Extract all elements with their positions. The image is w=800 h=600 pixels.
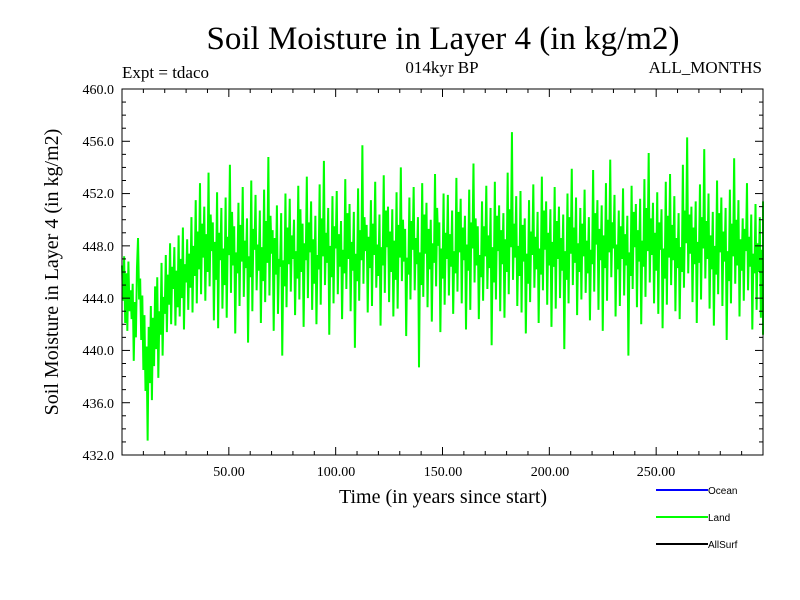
months-label: ALL_MONTHS xyxy=(649,58,762,77)
legend: Ocean Land AllSurf xyxy=(656,486,738,551)
legend-label-allsurf: AllSurf xyxy=(708,540,738,551)
y-tick-label-452: 452.0 xyxy=(83,187,115,202)
y-tick-label-432: 432.0 xyxy=(83,449,115,464)
y-axis-label: Soil Moisture in Layer 4 (in kg/m2) xyxy=(41,129,63,416)
legend-label-land: Land xyxy=(708,513,730,524)
y-tick-labels: 432.0 436.0 440.0 444.0 448.0 452.0 456.… xyxy=(83,83,115,464)
series-line-land xyxy=(121,132,764,441)
x-tick-labels: 50.00 100.00 150.00 200.00 250.00 xyxy=(213,465,675,480)
x-tick-label-50: 50.00 xyxy=(213,465,245,480)
chart-subtitle: 014kyr BP xyxy=(405,58,478,77)
x-tick-label-250: 250.00 xyxy=(637,465,676,480)
y-tick-label-456: 456.0 xyxy=(83,135,115,150)
x-axis-label: Time (in years since start) xyxy=(339,486,547,508)
y-tick-label-440: 440.0 xyxy=(83,344,115,359)
plot-area xyxy=(121,88,764,456)
plot-frame xyxy=(121,88,764,456)
y-tick-label-436: 436.0 xyxy=(83,397,115,412)
y-tick-label-448: 448.0 xyxy=(83,240,115,255)
x-tick-label-100: 100.00 xyxy=(317,465,356,480)
y-tick-label-460: 460.0 xyxy=(83,83,115,98)
chart-title: Soil Moisture in Layer 4 (in kg/m2) xyxy=(207,21,680,57)
x-tick-label-150: 150.00 xyxy=(424,465,463,480)
x-tick-label-200: 200.00 xyxy=(531,465,570,480)
expt-label: Expt = tdaco xyxy=(122,63,209,82)
ticks-layer xyxy=(122,89,763,455)
y-tick-label-444: 444.0 xyxy=(83,292,115,307)
legend-label-ocean: Ocean xyxy=(708,486,737,497)
series-layer xyxy=(121,132,764,441)
